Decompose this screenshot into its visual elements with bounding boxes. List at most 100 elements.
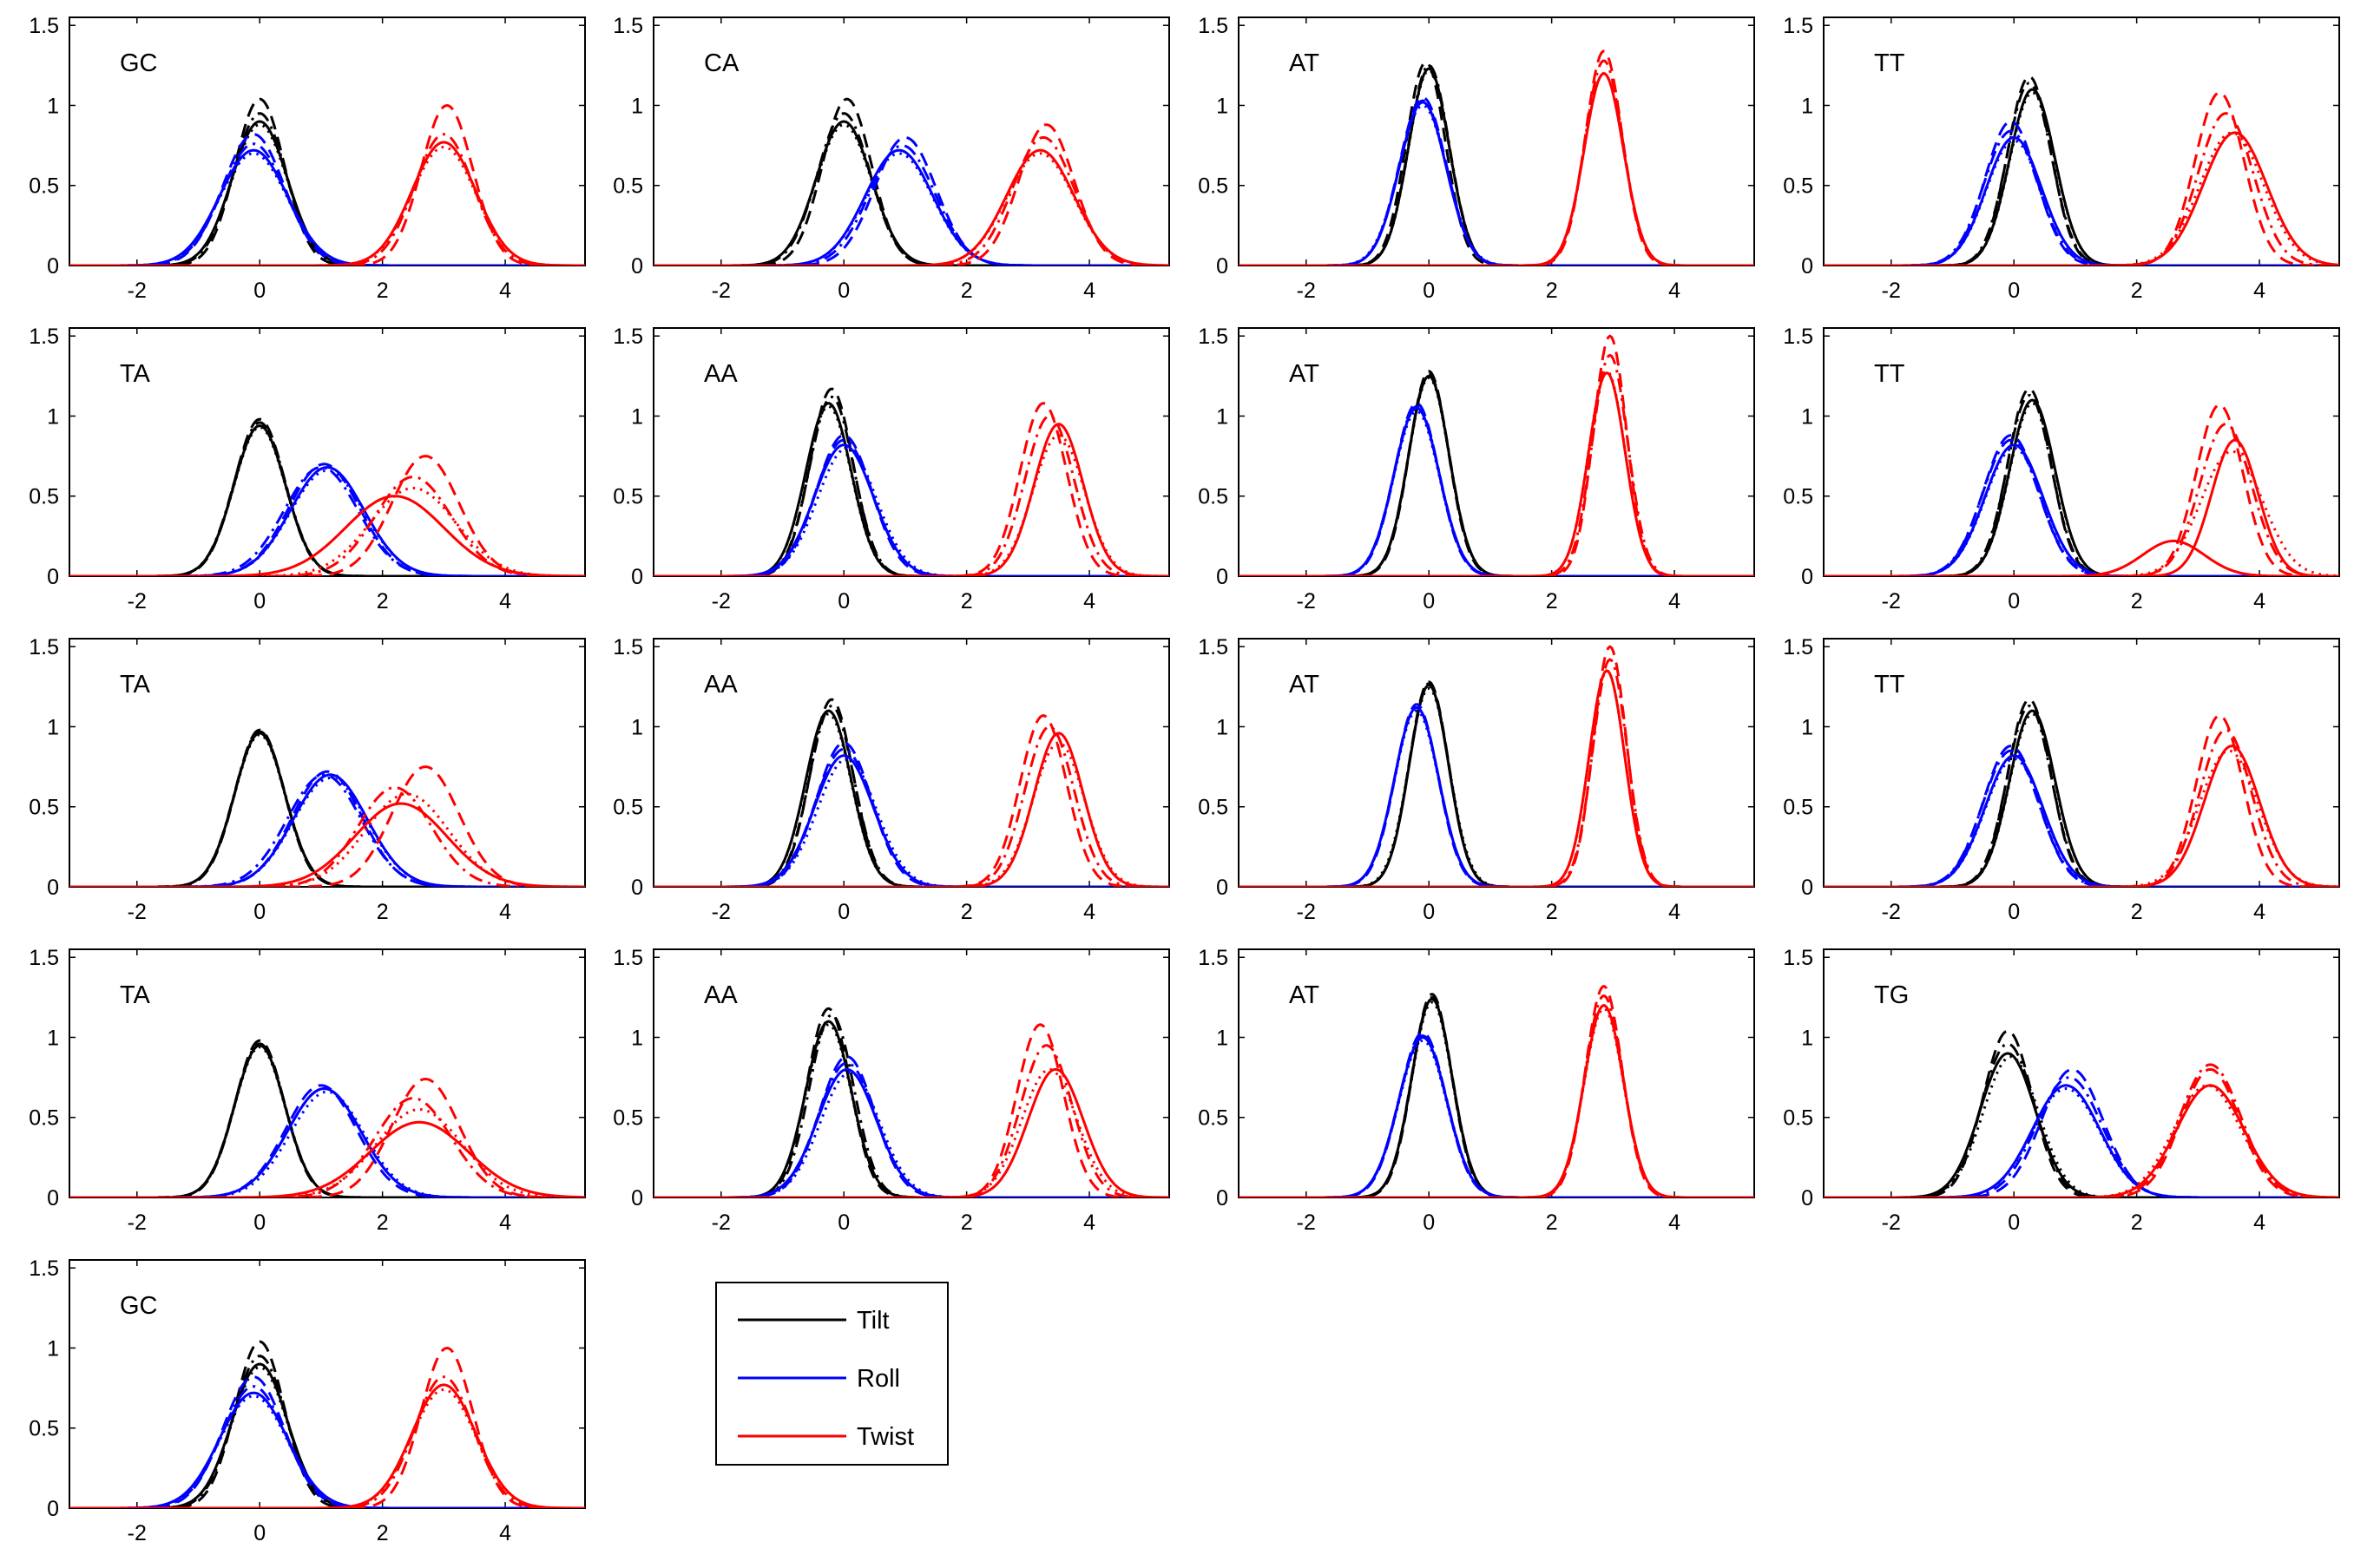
y-tick-label: 0.5 xyxy=(1198,485,1228,509)
series-line-roll xyxy=(1824,1084,2339,1197)
y-tick-label: 1 xyxy=(631,1026,643,1050)
y-tick-label: 0.5 xyxy=(29,485,59,509)
series-line-roll xyxy=(69,465,585,576)
y-tick-label: 0 xyxy=(1801,1186,1813,1210)
x-tick-label: 4 xyxy=(1668,589,1680,613)
y-tick-label: 1.5 xyxy=(1783,635,1813,659)
y-tick-label: 1 xyxy=(1216,715,1228,739)
y-tick-label: 0 xyxy=(1216,1186,1228,1210)
x-tick-label: 2 xyxy=(377,1210,389,1235)
x-tick-label: -2 xyxy=(712,1210,731,1235)
x-tick-label: 2 xyxy=(1546,1210,1558,1235)
curves xyxy=(1824,75,2339,266)
series-line-twist xyxy=(69,145,585,266)
panel: 0 0.5 1 1.5 -2 0 2 4 TG xyxy=(1783,946,2340,1235)
panel: 0 0.5 1 1.5 -2 0 2 4 AT xyxy=(1198,14,1755,303)
y-tick-label: 0.5 xyxy=(613,485,643,509)
plot-area xyxy=(69,1259,586,1509)
x-tick-label: 4 xyxy=(499,589,511,613)
series-line-tilt xyxy=(69,1042,585,1197)
series-line-roll xyxy=(654,144,1169,266)
y-tick-label: 1.5 xyxy=(1198,14,1228,38)
curves xyxy=(69,1340,585,1508)
x-tick-label: -2 xyxy=(128,1210,147,1235)
series-line-twist xyxy=(654,1067,1169,1197)
series-line-twist xyxy=(1824,403,2339,576)
y-tick-label: 1 xyxy=(47,1026,59,1050)
x-tick-label: -2 xyxy=(1297,589,1316,613)
series-line-twist xyxy=(69,786,585,887)
series-line-twist xyxy=(69,792,585,887)
y-tick-label: 0 xyxy=(47,876,59,900)
plot-area xyxy=(1823,638,2340,888)
plot-area xyxy=(69,16,586,266)
y-tick-label: 0 xyxy=(631,254,643,279)
x-tick-label: 0 xyxy=(1423,589,1435,613)
x-tick-label: 0 xyxy=(2008,900,2020,924)
curves xyxy=(654,1007,1169,1197)
curves xyxy=(1239,645,1754,887)
plot-area xyxy=(653,948,1170,1198)
panel-title: CA xyxy=(704,49,740,77)
x-tick-label: 0 xyxy=(253,589,266,613)
series-line-twist xyxy=(69,486,585,576)
series-line-twist xyxy=(69,455,585,576)
y-tick-label: 1.5 xyxy=(1198,946,1228,970)
x-tick-label: -2 xyxy=(128,1521,147,1545)
x-tick-label: 0 xyxy=(253,1521,266,1545)
y-tick-label: 1 xyxy=(47,94,59,118)
series-line-twist xyxy=(1239,669,1754,887)
series-line-roll xyxy=(69,152,585,266)
x-tick-label: 4 xyxy=(2253,900,2265,924)
x-tick-label: 4 xyxy=(2253,279,2265,303)
series-line-twist xyxy=(69,495,585,576)
plot-area xyxy=(69,948,586,1198)
series-line-twist xyxy=(1824,745,2339,887)
series-line-twist xyxy=(1239,353,1754,576)
panel: 0 0.5 1 1.5 -2 0 2 4 TT xyxy=(1783,14,2340,303)
series-line-roll xyxy=(1239,1034,1754,1197)
curves xyxy=(654,97,1169,266)
panel-title: AT xyxy=(1289,360,1319,388)
panel-title: TT xyxy=(1874,671,1905,699)
x-tick-label: 2 xyxy=(2131,900,2143,924)
y-tick-label: 0 xyxy=(1216,254,1228,279)
curves xyxy=(1239,49,1754,266)
y-tick-label: 0 xyxy=(631,1186,643,1210)
plot-area xyxy=(1823,327,2340,577)
x-tick-label: -2 xyxy=(128,589,147,613)
x-tick-label: 4 xyxy=(499,279,511,303)
x-tick-label: -2 xyxy=(712,900,731,924)
x-tick-label: 4 xyxy=(499,900,511,924)
y-tick-label: 0 xyxy=(1216,565,1228,589)
y-tick-label: 0 xyxy=(47,254,59,279)
panel: 0 0.5 1 1.5 -2 0 2 4 AT xyxy=(1198,635,1755,924)
panel-title: GC xyxy=(120,49,158,77)
panel: 0 0.5 1 1.5 -2 0 2 4 CA xyxy=(613,14,1170,303)
curves xyxy=(1239,985,1754,1197)
series-line-tilt xyxy=(1824,709,2339,887)
x-tick-label: 0 xyxy=(838,1210,850,1235)
x-tick-label: 2 xyxy=(2131,589,2143,613)
series-line-tilt xyxy=(1824,88,2339,266)
series-line-twist xyxy=(654,402,1169,576)
x-tick-label: 4 xyxy=(1083,279,1095,303)
panel-title: AT xyxy=(1289,49,1319,77)
panel: 0 0.5 1 1.5 -2 0 2 4 GC xyxy=(29,14,586,303)
plot-area xyxy=(1238,638,1755,888)
series-line-twist xyxy=(69,765,585,887)
x-tick-label: 2 xyxy=(377,1521,389,1545)
x-tick-label: 2 xyxy=(961,1210,973,1235)
y-tick-label: 1 xyxy=(1801,94,1813,118)
legend-label-roll: Roll xyxy=(857,1365,900,1393)
series-line-roll xyxy=(69,1394,585,1508)
series-line-twist xyxy=(69,1120,585,1197)
plot-area xyxy=(1238,948,1755,1198)
x-tick-label: 4 xyxy=(2253,1210,2265,1235)
x-tick-label: 2 xyxy=(2131,279,2143,303)
panel-title: TA xyxy=(120,981,151,1009)
legend-box xyxy=(715,1282,949,1466)
series-line-tilt xyxy=(1824,398,2339,576)
legend-label-twist: Twist xyxy=(857,1423,914,1451)
